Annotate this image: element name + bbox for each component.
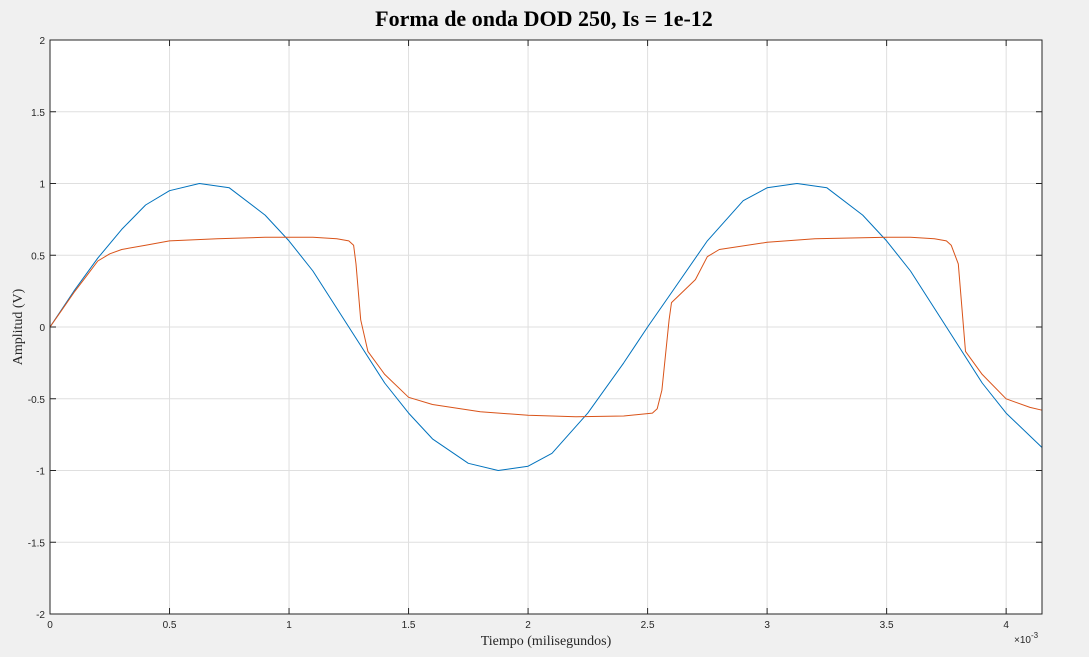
- y-tick-label: 1.5: [31, 108, 45, 119]
- x-tick-label: 3.5: [880, 620, 894, 631]
- x-tick-label: 0: [47, 620, 53, 631]
- x-tick-label: 1: [286, 620, 292, 631]
- series-line-1: [49, 183, 1043, 471]
- y-tick-label: 0.5: [31, 251, 45, 262]
- x-tick-label: 4: [1003, 620, 1009, 631]
- y-tick-label: -1.5: [28, 538, 46, 549]
- x-tick-label: 0.5: [163, 620, 177, 631]
- x-tick-label: 3: [764, 620, 770, 631]
- y-axis-label: Amplitud (V): [11, 288, 26, 365]
- x-multiplier-base: ×10: [1014, 635, 1031, 646]
- chart-title: Forma de onda DOD 250, Is = 1e-12: [375, 6, 713, 31]
- x-tick-label: 2: [525, 620, 531, 631]
- x-multiplier-exponent: -3: [1031, 631, 1039, 640]
- series-layer: [49, 183, 1043, 471]
- x-tick-label: 1.5: [402, 620, 416, 631]
- x-axis-label: Tiempo (milisegundos): [481, 634, 612, 649]
- ticks: 0 0.5 1 1.5 2 2.5 3 3.5 4 -2 -1.5 -1 -0.5 0 0.5 1 1.5 2: [28, 36, 1042, 631]
- x-axis-multiplier: ×10-3: [1014, 631, 1039, 646]
- y-tick-label: -0.5: [28, 395, 46, 406]
- y-tick-label: 1: [39, 180, 45, 191]
- y-tick-label: -2: [36, 610, 45, 621]
- series-line-2: [49, 236, 1043, 418]
- x-tick-label: 2.5: [641, 620, 655, 631]
- y-tick-label: 0: [39, 323, 45, 334]
- y-tick-label: 2: [39, 36, 45, 47]
- y-tick-label: -1: [36, 467, 45, 478]
